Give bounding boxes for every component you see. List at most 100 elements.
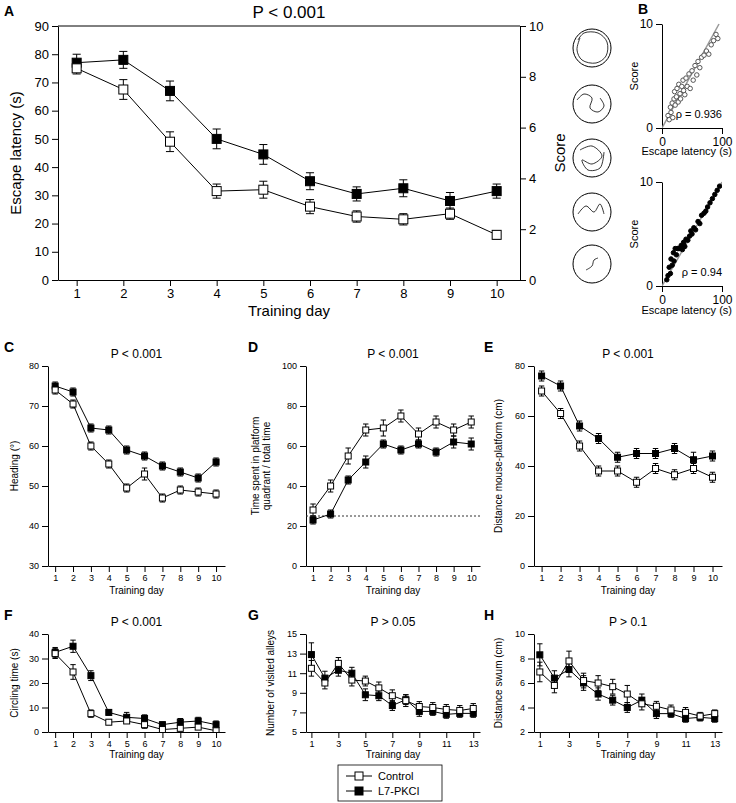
axis-line [535, 732, 723, 733]
series-line [77, 68, 497, 235]
tick-mark [656, 566, 657, 572]
error-bar [166, 132, 174, 152]
error-bar [73, 63, 81, 74]
tick-mark [170, 280, 171, 286]
tick-mark [42, 634, 48, 635]
marker [159, 495, 165, 501]
error-bar [70, 640, 75, 652]
swim-path [577, 32, 608, 63]
error-bar-cap [124, 712, 129, 713]
y-axis: 304050607080 [29, 361, 49, 571]
error-bar-cap [403, 694, 408, 695]
tick-label: 80 [287, 401, 297, 411]
error-bar-cap [469, 450, 474, 451]
marker [142, 716, 148, 722]
tick: 1 [311, 566, 316, 583]
plot-area [52, 382, 219, 502]
error-bar-cap [178, 468, 183, 469]
tick-mark [528, 634, 534, 635]
error-bar-cap [73, 54, 81, 55]
error-bar-cap [363, 676, 368, 677]
error-bar-cap [309, 676, 314, 677]
tick: 70 [29, 401, 48, 411]
marker [213, 722, 219, 728]
series [72, 51, 501, 209]
error-bar [309, 660, 314, 676]
tick: 2 [71, 566, 76, 583]
tick: 60 [35, 103, 58, 118]
error-bar [353, 211, 361, 222]
tick: 20 [515, 511, 534, 521]
tick-mark [401, 566, 402, 572]
tick-mark [618, 566, 619, 572]
error-bar-cap [634, 487, 639, 488]
tick-mark [180, 566, 181, 572]
error-bar-cap [691, 473, 696, 474]
tick-label: 40 [515, 461, 525, 471]
tick-mark [713, 566, 714, 572]
error-bar-cap [349, 685, 354, 686]
error-bar [451, 436, 456, 448]
axis-line [663, 286, 723, 287]
error-bar-cap [469, 438, 474, 439]
error-bar-cap [142, 460, 147, 461]
error-bar-cap [451, 436, 456, 437]
error-bar [537, 662, 542, 682]
x-axis-title: Escape latency (s) [642, 304, 732, 316]
tick: 1 [309, 732, 314, 749]
tick-label: 7 [160, 739, 165, 749]
error-bar-cap [653, 473, 658, 474]
error-bar-cap [615, 452, 620, 453]
marker [403, 698, 409, 704]
tick-mark [715, 732, 716, 738]
error-bar [653, 464, 658, 474]
error-bar [403, 695, 408, 707]
pool-icon [573, 29, 611, 67]
error-bar-cap [336, 676, 341, 677]
marker [415, 441, 421, 447]
tick: 1 [74, 280, 81, 301]
error-bar [88, 442, 93, 450]
error-bar-cap [363, 685, 368, 686]
error-bar-cap [349, 674, 354, 675]
marker [159, 727, 165, 732]
series-line [662, 182, 722, 286]
marker [166, 86, 175, 95]
marker [213, 728, 219, 732]
y-axis: 579111315 [287, 629, 307, 737]
marker [672, 472, 678, 478]
error-bar [166, 81, 174, 101]
tick-label: 30 [29, 654, 39, 664]
error-bar-cap [433, 448, 438, 449]
error-bar-cap [381, 436, 386, 437]
tick-label: 30 [29, 561, 39, 571]
error-bar-cap [625, 712, 630, 713]
marker [124, 447, 130, 453]
y-axis: 246810 [515, 629, 535, 737]
error-bar-cap [70, 679, 75, 680]
marker [345, 477, 351, 483]
series-line [77, 60, 497, 201]
error-bar-cap [444, 718, 449, 719]
error-bar-cap [625, 702, 630, 703]
tick: 7 [160, 566, 165, 583]
tick-label: 1 [309, 739, 314, 749]
tick-label: 60 [29, 441, 39, 451]
error-bar-cap [195, 482, 200, 483]
error-bar-cap [178, 476, 183, 477]
tick-mark [52, 54, 58, 55]
error-bar [577, 441, 582, 451]
marker [492, 230, 501, 239]
error-bar-cap [552, 670, 557, 671]
error-bar-cap [539, 381, 544, 382]
error-bar [195, 488, 200, 496]
y-axis: 010 [640, 17, 663, 135]
tick-label: 6 [399, 573, 404, 583]
y-axis: 020406080 [515, 361, 535, 571]
tick: 3 [346, 566, 351, 583]
error-bar-cap [160, 502, 165, 503]
tick-label: 10 [515, 629, 525, 639]
error-bar-cap [119, 68, 127, 69]
error-bar [310, 516, 315, 524]
error-bar [469, 416, 474, 428]
